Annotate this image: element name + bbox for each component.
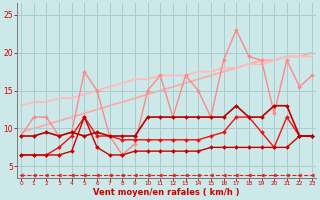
X-axis label: Vent moyen/en rafales ( km/h ): Vent moyen/en rafales ( km/h ): [93, 188, 240, 197]
